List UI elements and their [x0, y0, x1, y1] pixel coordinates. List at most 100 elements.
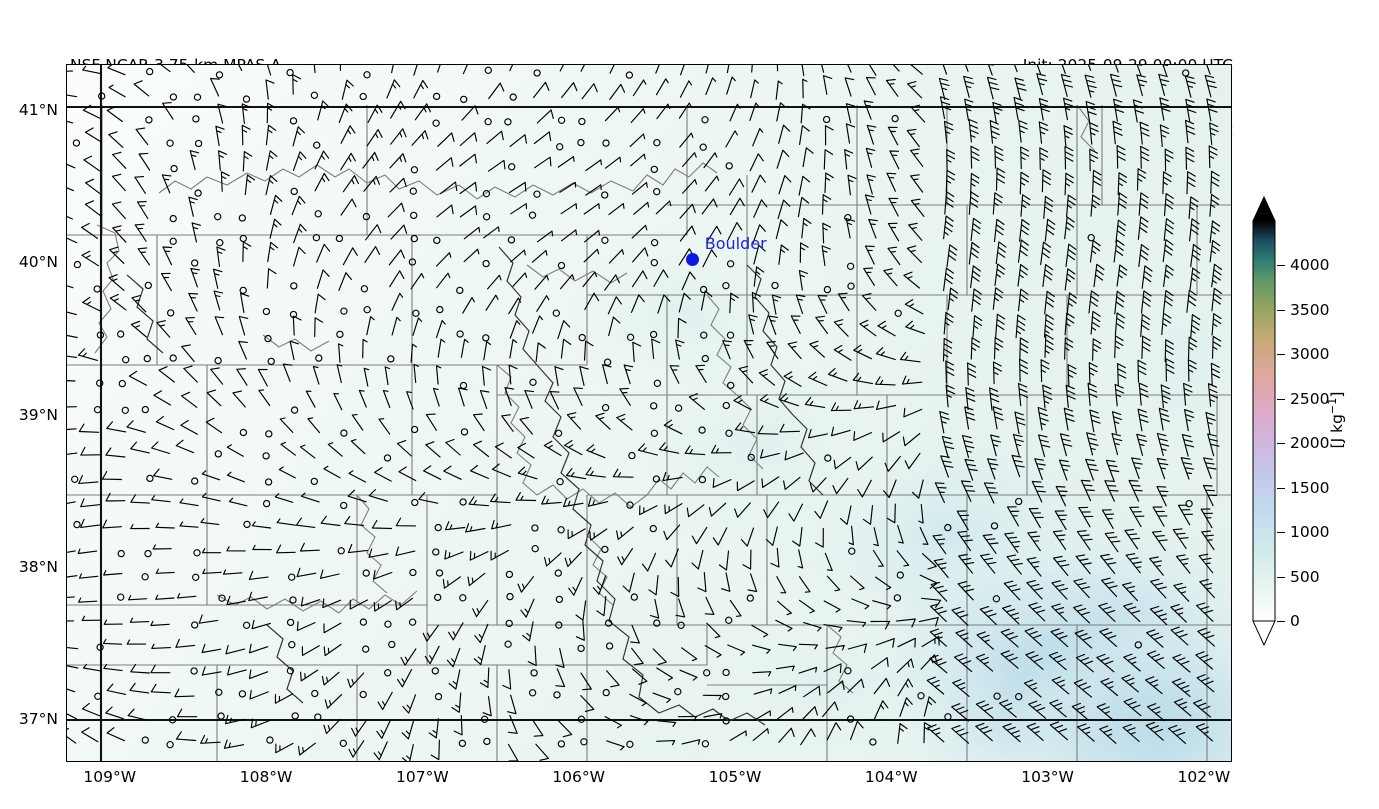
wind-barb — [487, 159, 506, 172]
wind-barb — [1088, 362, 1098, 385]
wind-barb — [708, 502, 727, 517]
calm-wind-marker — [626, 740, 634, 748]
wind-barb — [181, 391, 198, 408]
wind-barb — [943, 120, 954, 144]
wind-barb — [224, 714, 245, 725]
calm-wind-marker — [118, 379, 126, 388]
wind-barb — [1044, 218, 1056, 242]
wind-barb — [728, 178, 745, 196]
wind-barb — [1051, 603, 1068, 622]
wind-barb — [999, 699, 1017, 718]
wind-barb — [863, 100, 874, 120]
calm-wind-marker — [262, 307, 271, 316]
wind-barb — [1004, 532, 1021, 553]
wind-barb — [559, 65, 564, 72]
wind-barb — [1196, 602, 1214, 622]
colorbar-tick-dash — [1277, 309, 1285, 311]
wind-barb — [729, 103, 741, 122]
wind-barb — [832, 477, 849, 495]
wind-barb — [241, 124, 251, 146]
wind-barb — [490, 549, 509, 561]
wind-barb — [1064, 216, 1075, 240]
calm-wind-marker — [649, 524, 657, 533]
wind-barb — [483, 226, 500, 239]
wind-barb — [1044, 290, 1055, 315]
calm-wind-marker — [311, 689, 319, 698]
wind-barb — [688, 393, 705, 410]
wind-barb — [870, 620, 891, 630]
wind-barb — [483, 341, 491, 361]
wind-barb — [282, 363, 293, 382]
calm-wind-marker — [384, 620, 392, 628]
wind-barb — [1156, 432, 1170, 457]
wind-barb — [895, 618, 916, 628]
wind-barb — [678, 292, 691, 313]
calm-wind-marker — [725, 429, 733, 437]
wind-barb — [201, 470, 221, 481]
wind-barb — [1137, 408, 1149, 432]
calm-wind-marker — [143, 354, 151, 363]
wind-barb — [559, 181, 577, 193]
wind-barb — [560, 338, 572, 359]
x-tick-0: 109°W — [83, 768, 137, 786]
wind-barb — [563, 497, 584, 508]
wind-barb — [443, 465, 462, 480]
wind-barb — [81, 250, 100, 267]
wind-barb — [606, 740, 625, 751]
wind-barb — [751, 624, 769, 638]
wind-barb — [705, 77, 717, 96]
calm-wind-marker — [264, 334, 272, 343]
wind-barb — [972, 315, 983, 338]
calm-wind-marker — [218, 594, 226, 602]
wind-barb — [338, 272, 352, 291]
wind-barb — [729, 730, 747, 741]
city-marker-boulder[interactable] — [686, 252, 700, 266]
wind-barb — [1195, 723, 1214, 742]
wind-barb — [364, 246, 381, 263]
calm-wind-marker — [528, 211, 537, 219]
map-panel[interactable] — [66, 64, 1232, 762]
wind-barb — [348, 740, 365, 758]
calm-wind-marker — [722, 668, 730, 677]
calm-wind-marker — [408, 258, 417, 266]
calm-wind-marker — [337, 547, 345, 555]
wind-barb — [1138, 192, 1149, 216]
calm-wind-marker — [456, 330, 464, 338]
wind-barb — [444, 549, 464, 560]
wind-barb — [822, 222, 832, 244]
wind-barb — [541, 495, 562, 505]
calm-wind-marker — [823, 285, 832, 294]
terrain-lines-layer — [126, 246, 824, 726]
calm-wind-marker — [214, 356, 222, 365]
wind-barb — [726, 76, 736, 95]
wind-barb — [964, 98, 975, 122]
wind-barb — [533, 81, 550, 99]
colorbar[interactable] — [1252, 195, 1276, 647]
wind-barb — [1006, 554, 1023, 575]
colorbar-axis-label: [J kg−1] — [1326, 392, 1346, 449]
calm-wind-marker — [605, 642, 614, 650]
wind-barb — [313, 65, 316, 74]
calm-wind-marker — [169, 93, 178, 101]
wind-barb — [752, 644, 771, 654]
wind-barb — [1000, 650, 1019, 669]
wind-barb — [787, 341, 802, 360]
wind-barb — [1100, 677, 1119, 697]
x-tick-1: 108°W — [239, 768, 293, 786]
wind-barb — [729, 292, 739, 314]
wind-barb — [238, 315, 249, 336]
calm-wind-marker — [504, 640, 512, 648]
wind-barb — [994, 145, 1004, 169]
calm-wind-marker — [121, 406, 129, 414]
wind-barb — [1071, 702, 1090, 721]
wind-barb — [395, 597, 414, 611]
wind-barb — [177, 593, 197, 599]
calm-wind-marker — [243, 520, 251, 529]
wind-barb — [821, 194, 832, 215]
wind-barb — [112, 151, 127, 169]
calm-wind-marker — [387, 355, 395, 363]
colorbar-label-close: ] — [1328, 391, 1347, 398]
wind-barb — [321, 671, 340, 686]
wind-barb — [155, 594, 175, 600]
calm-wind-marker — [577, 715, 586, 723]
